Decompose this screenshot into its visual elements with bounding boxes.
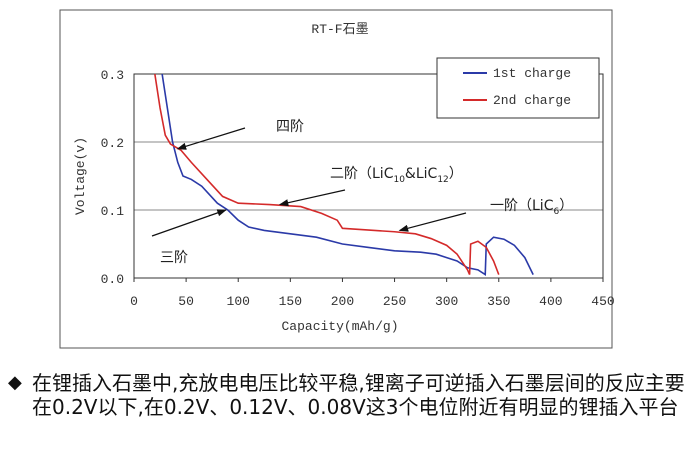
annotation-arrow [151,209,227,237]
annotation-label: 一阶（LiC6） [490,198,573,217]
caption: ◆ 在锂插入石墨中,充放电电压比较平稳,锂离子可逆插入石墨层间的反应主要在0.2… [8,371,698,419]
x-tick-label: 0 [130,294,138,309]
x-tick-label: 100 [227,294,250,309]
annotation-label: 三阶 [160,250,188,266]
x-tick-label: 200 [331,294,354,309]
annotation-label: 二阶（LiC10&LiC12） [330,166,463,185]
caption-text: 在锂插入石墨中,充放电电压比较平稳,锂离子可逆插入石墨层间的反应主要在0.2V以… [32,371,685,419]
legend-label-1st-charge: 1st charge [493,66,571,81]
x-tick-label: 400 [539,294,562,309]
diamond-bullet-icon: ◆ [8,372,22,393]
legend-box [436,57,600,119]
x-axis-label: Capacity(mAh/g) [281,319,398,334]
plot-area [133,73,604,279]
y-axis-label: Voltage(v) [73,137,88,215]
y-tick-label: 0.1 [101,204,125,219]
annotation-arrow [278,189,346,207]
x-tick-label: 350 [487,294,510,309]
series-line-1 [161,73,534,277]
y-tick-label: 0.2 [101,136,124,151]
legend: 1st charge 2nd charge [436,57,600,119]
annotation-arrow [176,127,246,150]
legend-label-2nd-charge: 2nd charge [493,93,571,108]
chart: RT-F石墨 0.0 0.1 0.2 0.3 0 50 100 150 200 250 300 350… [59,9,615,349]
x-tick-label: 150 [279,294,302,309]
x-tick-label: 300 [435,294,458,309]
y-tick-label: 0.0 [101,272,124,287]
annotation-arrow [398,212,467,232]
annotation-label: 四阶 [276,119,304,135]
y-tick-label: 0.3 [101,68,124,83]
x-tick-label: 50 [178,294,194,309]
series-line-2 [154,73,500,275]
x-tick-label: 450 [591,294,614,309]
x-tick-label: 250 [383,294,406,309]
chart-title: RT-F石墨 [311,22,368,37]
